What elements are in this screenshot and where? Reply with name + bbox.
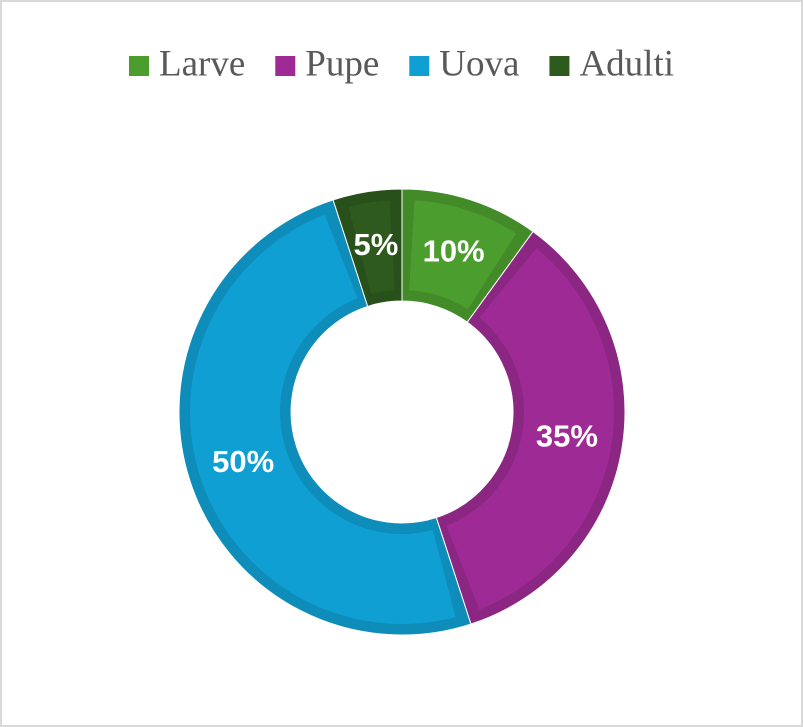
legend-item: Uova (409, 43, 519, 84)
legend-label: Adulti (579, 43, 674, 84)
legend-item: Larve (129, 43, 245, 84)
legend-item: Adulti (549, 43, 674, 84)
data-label: 5% (353, 227, 398, 262)
legend: Larve Pupe Uova Adulti (129, 43, 674, 84)
legend-swatch (129, 56, 149, 76)
slice-face (409, 200, 517, 310)
legend-swatch (549, 56, 570, 76)
legend-label: Pupe (305, 43, 379, 84)
legend-label: Uova (439, 43, 519, 84)
slice-face (348, 200, 395, 294)
data-label: 50% (212, 444, 274, 479)
legend-label: Larve (159, 43, 245, 84)
donut: 10% 35% 50% 5% (178, 188, 626, 636)
legend-item: Pupe (275, 43, 379, 84)
slice-face (190, 214, 456, 624)
data-label: 10% (423, 233, 485, 268)
data-label: 35% (536, 418, 598, 453)
legend-swatch (409, 56, 430, 76)
legend-swatch (275, 56, 296, 76)
slice-face (446, 248, 614, 610)
